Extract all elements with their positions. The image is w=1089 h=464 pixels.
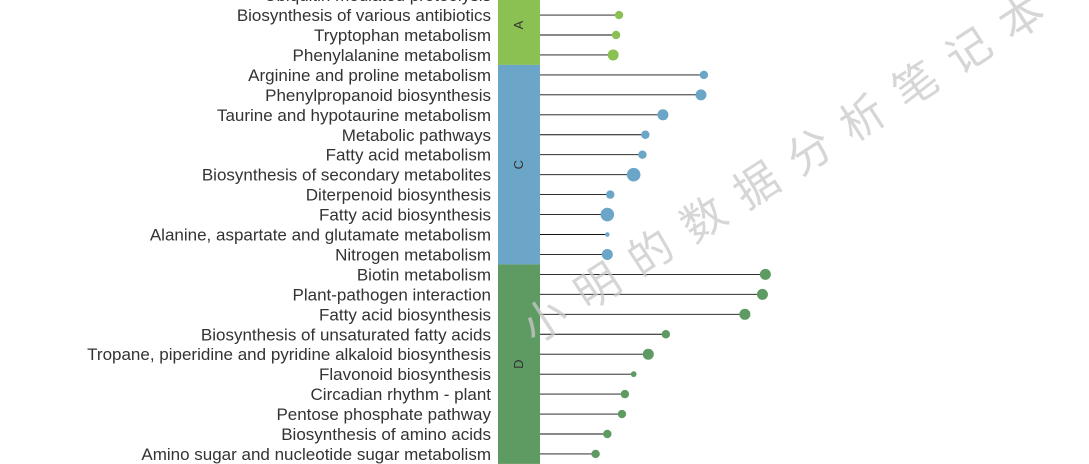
lollipop-stems [540,14,766,455]
group-band [498,264,540,464]
category-label: Amino sugar and nucleotide sugar metabol… [141,445,491,464]
category-label: Pentose phosphate pathway [276,405,491,424]
category-label: Fatty acid metabolism [326,146,491,165]
category-label: Ubiquitin mediated proteolysis [264,0,491,5]
lollipop-point [620,389,630,399]
category-label: Circadian rhythm - plant [311,385,492,404]
category-label: Nitrogen metabolism [335,245,491,264]
group-label: D [511,359,526,368]
category-label: Biotin metabolism [357,265,491,284]
category-label: Tryptophan metabolism [314,26,491,45]
lollipop-point [661,330,671,339]
lollipop-point [600,207,615,222]
category-label: Arginine and proline metabolism [248,66,491,85]
lollipop-point [642,348,654,360]
group-band [498,64,540,265]
lollipop-point [759,268,771,280]
category-label: Biosynthesis of secondary metabolites [202,166,491,185]
watermark-char: 据 [725,153,790,220]
lollipop-point [626,167,641,182]
group-label: A [511,20,526,29]
category-label: Biosynthesis of various antibiotics [237,6,491,25]
lollipop-point [739,308,751,320]
category-label: Phenylalanine metabolism [293,46,491,65]
lollipop-point [657,109,669,121]
lollipop-point [641,130,650,139]
category-label: Diterpenoid biosynthesis [306,186,491,205]
watermark-char: 本 [990,0,1055,51]
watermark-char: 分 [778,119,843,186]
category-label: Fatty acid biosynthesis [319,305,491,324]
category-label: Metabolic pathways [342,126,491,145]
lollipop-point [591,449,600,459]
category-label: Tropane, piperidine and pyridine alkaloi… [87,345,491,364]
lollipop-point [630,371,637,378]
lollipop-point [756,288,768,300]
lollipop-point [603,429,612,439]
watermark-char: 明 [566,254,631,321]
category-label: Fatty acid biosynthesis [319,206,491,225]
category-label: Taurine and hypotaurine metabolism [217,106,491,125]
category-label: Alanine, aspartate and glutamate metabol… [150,226,491,245]
watermark-char: 数 [672,186,737,253]
watermark-char: 的 [619,220,684,287]
lollipop-point [605,232,610,237]
watermark-char: 析 [831,85,896,152]
lollipop-point [699,70,709,80]
lollipop-point [607,49,619,61]
category-label: Flavonoid biosynthesis [319,365,491,384]
lollipop-point [611,30,621,40]
lollipop-points [591,10,771,459]
lollipop-point [638,150,647,159]
category-label: Biosynthesis of amino acids [281,425,491,444]
lollipop-point [606,190,615,199]
watermark-char: 记 [937,18,1002,85]
category-label: Phenylpropanoid biosynthesis [265,86,491,105]
lollipop-point [695,89,707,101]
category-label: Plant-pathogen interaction [293,285,491,304]
lollipop-point [617,409,627,419]
group-bands: A C D [498,0,540,464]
category-label: Biosynthesis of unsaturated fatty acids [201,325,491,344]
category-labels: Ubiquitin mediated proteolysisBiosynthes… [87,0,491,464]
group-label: C [511,160,526,169]
group-band [498,0,540,65]
watermark-char: 笔 [884,52,949,119]
lollipop-point [601,248,613,260]
lollipop-point [614,10,624,20]
